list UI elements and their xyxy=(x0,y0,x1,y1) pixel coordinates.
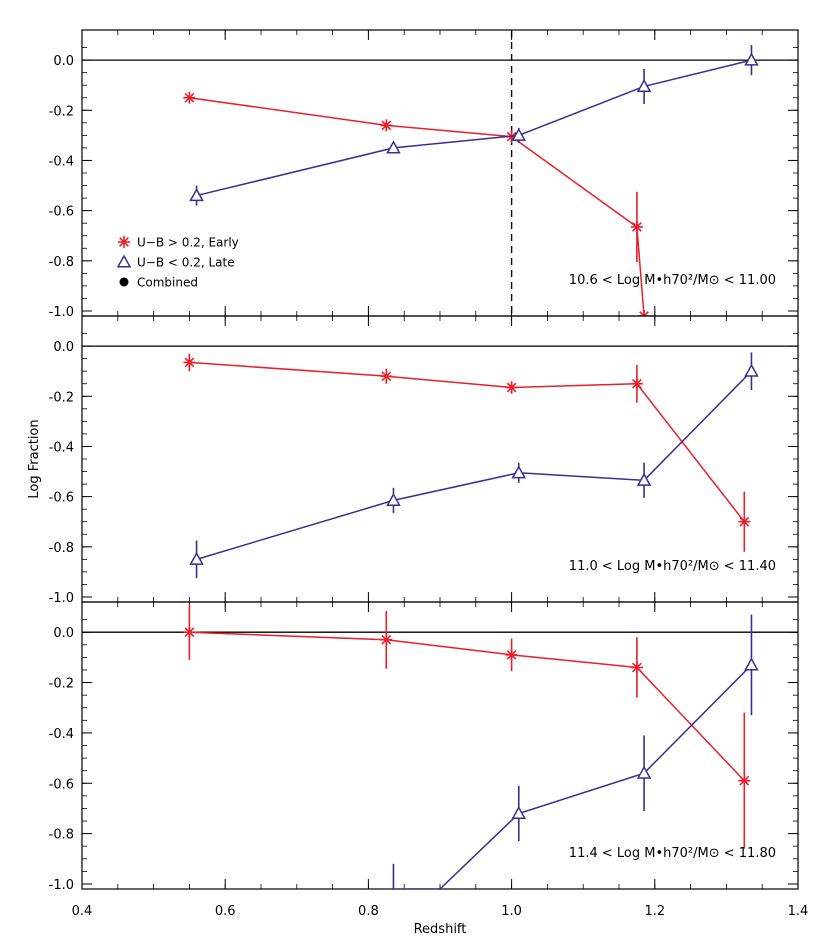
legend-label: U−B < 0.2, Late xyxy=(137,256,235,270)
panel-data xyxy=(183,604,759,889)
panel-data xyxy=(183,352,759,579)
late-series-line xyxy=(196,59,752,197)
early-series-line xyxy=(189,361,745,523)
x-tick-label: 1.0 xyxy=(501,904,522,919)
y-tick-label: -0.2 xyxy=(49,677,74,692)
mass-range-annotation: 11.4 < Log M•h70²/M⊙ < 11.80 xyxy=(569,846,776,861)
y-tick-label: -0.8 xyxy=(49,541,74,556)
early-point xyxy=(505,381,518,394)
late-point xyxy=(511,127,527,141)
y-tick-label: -0.2 xyxy=(49,390,74,405)
early-point xyxy=(630,220,643,233)
early-point xyxy=(380,633,393,646)
y-tick-label: -0.6 xyxy=(49,205,74,220)
early-point xyxy=(183,91,196,104)
early-point xyxy=(505,648,518,661)
late-point xyxy=(636,765,652,779)
late-point xyxy=(386,140,401,154)
mass-range-annotation: 11.0 < Log M•h70²/M⊙ < 11.40 xyxy=(569,559,776,574)
legend: U−B > 0.2, Early U−B < 0.2, Late Combined xyxy=(116,236,239,290)
y-axis-title: Log Fraction xyxy=(27,419,42,498)
panels-layer: 0.0 -0.2 -0.4 -0.6 -0.8 -1.0 10.6 < Log M•h70²… xyxy=(49,29,799,893)
y-tick-label: -0.4 xyxy=(49,440,74,455)
y-tick-label: -0.8 xyxy=(49,255,74,270)
y-tick-label: -0.8 xyxy=(49,828,74,843)
late-point xyxy=(189,551,204,565)
panel-2: 0.0 -0.2 -0.4 -0.6 -0.8 -1.0 11.0 < Log M•h70²… xyxy=(49,315,799,606)
late-series-line xyxy=(196,370,752,561)
late-point xyxy=(744,363,759,377)
legend-label: Combined xyxy=(137,276,198,290)
late-point xyxy=(744,52,759,66)
late-point xyxy=(636,472,652,486)
early-point xyxy=(738,515,751,528)
x-tick-label: 0.6 xyxy=(215,904,236,919)
legend-label: U−B > 0.2, Early xyxy=(137,236,239,250)
y-tick-label: 0.0 xyxy=(53,54,74,69)
late-point xyxy=(636,78,652,92)
y-tick-label: 0.0 xyxy=(53,340,74,355)
x-axis-title: Redshift xyxy=(414,922,467,937)
early-point xyxy=(630,661,643,674)
early-point xyxy=(183,356,196,369)
y-tick-label: -0.4 xyxy=(49,727,74,742)
late-point xyxy=(511,805,527,820)
y-tick-label: -1.0 xyxy=(49,591,74,606)
early-point xyxy=(380,370,393,383)
early-point xyxy=(380,119,393,132)
x-tick-label: 0.8 xyxy=(358,904,379,919)
early-point xyxy=(638,310,651,316)
panel-1: 0.0 -0.2 -0.4 -0.6 -0.8 -1.0 10.6 < Log M•h70²… xyxy=(49,29,799,320)
early-point xyxy=(183,626,196,639)
y-tick-label: -0.6 xyxy=(49,491,74,506)
panel-3: 0.0 -0.2 -0.4 -0.6 -0.8 -1.0 11.4 < Log M•h70²… xyxy=(49,601,799,893)
axes: 0.4 0.6 0.8 1.0 1.2 1.4 Redshift Log Fraction xyxy=(27,419,808,937)
late-point xyxy=(386,492,401,506)
x-tick-label: 1.2 xyxy=(644,904,665,919)
early-point xyxy=(630,377,643,390)
y-tick-label: -0.6 xyxy=(49,777,74,792)
late-point xyxy=(511,465,527,479)
y-tick-label: -1.0 xyxy=(49,878,74,893)
legend-combined-marker xyxy=(119,277,129,287)
mass-range-annotation: 10.6 < Log M•h70²/M⊙ < 11.00 xyxy=(569,273,776,288)
legend-late-marker xyxy=(116,254,132,268)
legend-early-marker xyxy=(118,236,130,248)
y-tick-label: -0.4 xyxy=(49,154,74,169)
panel-data xyxy=(183,45,759,316)
y-tick-label: 0.0 xyxy=(53,626,74,641)
y-tick-label: -0.2 xyxy=(49,104,74,119)
early-series-line xyxy=(189,631,745,782)
late-point xyxy=(189,188,204,202)
x-tick-label: 1.4 xyxy=(788,904,809,919)
early-point xyxy=(738,774,751,787)
x-tick-label: 0.4 xyxy=(72,904,93,919)
y-tick-label: -1.0 xyxy=(49,305,74,320)
late-point xyxy=(744,657,759,671)
